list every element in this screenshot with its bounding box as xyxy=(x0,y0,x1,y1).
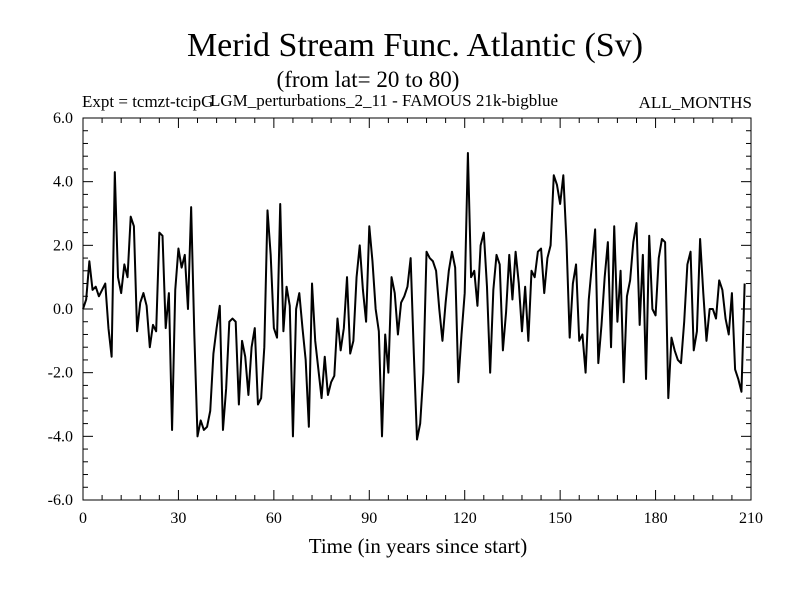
chart-title: Merid Stream Func. Atlantic (Sv) xyxy=(187,27,643,64)
y-axis-tick-labels: -6.0 -4.0 -2.0 0.0 2.0 4.0 6.0 xyxy=(48,110,73,509)
y-tick-label: -4.0 xyxy=(48,428,73,445)
x-tick-label: 60 xyxy=(266,510,282,527)
y-axis-ticks xyxy=(83,117,751,501)
x-tick-label: 30 xyxy=(170,510,186,527)
y-tick-label: -6.0 xyxy=(48,492,73,509)
x-axis-ticks xyxy=(82,118,752,500)
x-tick-label: 180 xyxy=(644,510,668,527)
y-tick-label: -2.0 xyxy=(48,365,73,382)
series-line xyxy=(82,152,746,441)
y-tick-label: 2.0 xyxy=(53,237,73,254)
months-label: ALL_MONTHS xyxy=(639,93,752,112)
y-tick-label: 0.0 xyxy=(53,301,73,318)
x-tick-label: 150 xyxy=(548,510,572,527)
x-tick-label: 210 xyxy=(739,510,763,527)
y-tick-label: 4.0 xyxy=(53,174,73,191)
run-label: LGM_perturbations_2_11 - FAMOUS 21k-bigb… xyxy=(210,91,558,110)
x-tick-label: 120 xyxy=(453,510,477,527)
y-tick-label: 6.0 xyxy=(53,110,73,127)
x-axis-tick-labels: 0 30 60 90 120 150 180 210 xyxy=(79,510,763,527)
plot-frame xyxy=(82,117,752,501)
x-axis-label: Time (in years since start) xyxy=(309,534,528,558)
x-tick-label: 0 xyxy=(79,510,87,527)
chart-subtitle: (from lat= 20 to 80) xyxy=(277,67,460,92)
experiment-label: Expt = tcmzt-tcipG xyxy=(82,92,213,111)
x-tick-label: 90 xyxy=(361,510,377,527)
